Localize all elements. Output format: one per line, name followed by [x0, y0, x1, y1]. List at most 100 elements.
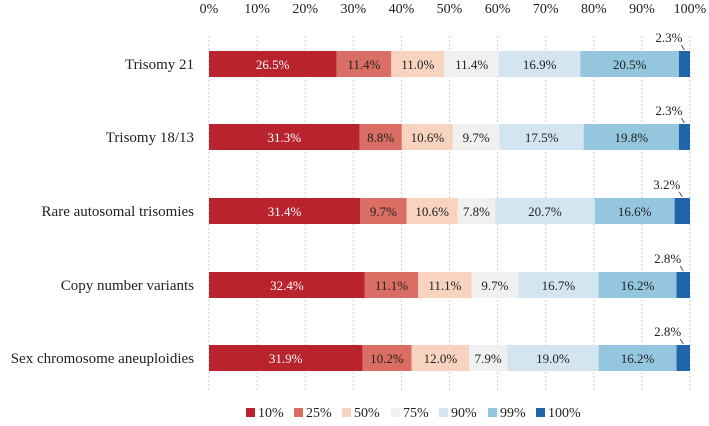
leader-line [679, 265, 684, 272]
x-tick-label: 40% [389, 2, 415, 17]
data-label: 20.5% [613, 57, 647, 72]
data-label: 16.2% [621, 278, 655, 293]
legend-label: 10% [258, 406, 284, 421]
bar-segment [499, 51, 581, 77]
data-label: 10.2% [370, 351, 404, 366]
data-label: 11.1% [428, 278, 461, 293]
bar-segment [674, 198, 690, 224]
data-label: 12.0% [424, 351, 458, 366]
data-label: 2.3% [655, 30, 682, 45]
data-label: 31.4% [268, 204, 302, 219]
legend-swatch [488, 408, 497, 417]
leader-line [681, 44, 685, 51]
bar-segment [518, 272, 599, 298]
category-label: Rare autosomal trisomies [42, 204, 195, 220]
bar-segment [598, 272, 677, 298]
legend-label: 100% [548, 406, 581, 421]
x-tick-label: 100% [674, 2, 707, 17]
x-axis-ticks: 0% 10% 20% 30% 40% 50% 60% 70% 80% 90% 100% [200, 2, 707, 17]
data-label: 7.8% [463, 204, 490, 219]
data-label: 11.0% [401, 57, 434, 72]
legend-label: 90% [451, 406, 477, 421]
bar-segment [452, 124, 500, 150]
data-label: 11.1% [375, 278, 408, 293]
data-label: 9.7% [370, 204, 397, 219]
data-label: 19.8% [615, 130, 649, 145]
bar-segment [209, 272, 365, 298]
data-label: 19.0% [536, 351, 570, 366]
bar-segment [678, 51, 690, 77]
leader-line [679, 338, 684, 345]
data-label: 9.7% [463, 130, 490, 145]
data-label: 31.9% [269, 351, 303, 366]
bar-segment [495, 198, 595, 224]
category-labels: Trisomy 21 Trisomy 18/13 Rare autosomal tr… [11, 57, 194, 367]
x-tick-label: 90% [629, 2, 655, 17]
bar-segment [583, 124, 679, 150]
bar-segment [598, 345, 677, 371]
bar-segment [469, 345, 508, 371]
category-label: Copy number variants [61, 278, 194, 294]
bar-segment [209, 51, 337, 77]
bar-segment [594, 198, 675, 224]
bar-segment [406, 198, 458, 224]
bar-segment [362, 345, 412, 371]
category-label: Trisomy 18/13 [106, 130, 194, 146]
bar-segment [391, 51, 445, 77]
bar-segment [209, 124, 360, 150]
bar-segment [418, 272, 472, 298]
data-label: 2.3% [655, 103, 682, 118]
bar-segment [411, 345, 470, 371]
legend-label: 75% [403, 406, 429, 421]
bar-segment [678, 124, 690, 150]
data-label: 3.2% [653, 177, 680, 192]
bar-segment [360, 198, 407, 224]
category-label: Sex chromosome aneuploidies [11, 351, 194, 367]
bar-segment [359, 124, 402, 150]
bar-segment [336, 51, 392, 77]
x-tick-label: 20% [292, 2, 318, 17]
data-label: 10.6% [415, 204, 449, 219]
legend-swatch [294, 408, 303, 417]
data-label: 11.4% [347, 57, 380, 72]
bar-segments: 26.5% 11.4% 11.0% 11.4% 16.9% 20.5% 2.3% 31.3% 8… [209, 30, 690, 371]
bar-segment [209, 345, 363, 371]
legend-swatch [536, 408, 545, 417]
data-label: 26.5% [256, 57, 290, 72]
data-label: 10.6% [411, 130, 445, 145]
bar-segment [676, 272, 690, 298]
data-label: 7.9% [475, 351, 502, 366]
bar-segment [364, 272, 419, 298]
legend-swatch [246, 408, 255, 417]
bar-segment [507, 345, 599, 371]
legend-label: 50% [354, 406, 380, 421]
data-label: 16.2% [621, 351, 655, 366]
legend-swatch [391, 408, 400, 417]
bar-segment [209, 198, 361, 224]
bar-segment [676, 345, 690, 371]
data-label: 11.4% [455, 57, 488, 72]
bar-segment [444, 51, 500, 77]
x-tick-label: 60% [485, 2, 511, 17]
bar-segment [471, 272, 519, 298]
legend-label: 99% [500, 406, 526, 421]
data-label: 2.8% [654, 251, 681, 266]
x-tick-label: 10% [244, 2, 270, 17]
data-label: 16.6% [618, 204, 652, 219]
x-tick-label: 70% [533, 2, 559, 17]
legend-swatch [342, 408, 351, 417]
leader-line [678, 191, 683, 198]
x-tick-label: 0% [200, 2, 219, 17]
category-label: Trisomy 21 [125, 57, 194, 73]
legend-swatch [439, 408, 448, 417]
data-label: 31.3% [267, 130, 301, 145]
data-label: 9.7% [481, 278, 508, 293]
x-tick-label: 30% [340, 2, 366, 17]
data-label: 2.8% [654, 324, 681, 339]
bar-segment [499, 124, 584, 150]
data-label: 16.7% [542, 278, 576, 293]
bar-segment [457, 198, 496, 224]
data-label: 20.7% [528, 204, 562, 219]
x-tick-label: 50% [437, 2, 463, 17]
